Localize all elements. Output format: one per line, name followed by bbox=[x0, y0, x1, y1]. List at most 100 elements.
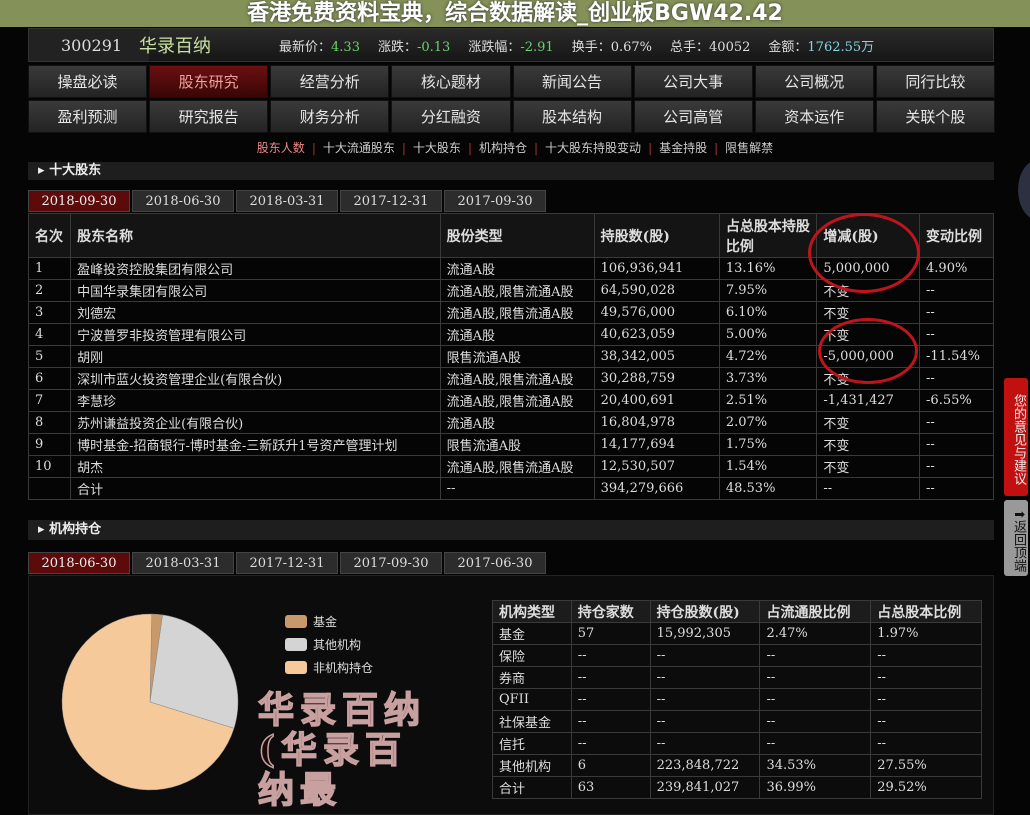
submenu-link[interactable]: 十大股东 bbox=[412, 141, 461, 155]
stock-name: 华录百纳 bbox=[139, 36, 211, 57]
table-cell: -- bbox=[816, 477, 921, 500]
separator: | bbox=[467, 141, 472, 155]
nav-button[interactable]: 公司概况 bbox=[754, 65, 874, 98]
nav-button[interactable]: 关联个股 bbox=[875, 100, 995, 133]
table-cell: 4.72% bbox=[718, 345, 818, 368]
separator: | bbox=[311, 141, 316, 155]
legend-label: 非机构持仓 bbox=[313, 661, 374, 675]
table-cell: 盈峰投资控股集团有限公司 bbox=[70, 257, 441, 280]
table-cell: -- bbox=[649, 688, 761, 711]
table-cell: 中国华录集团有限公司 bbox=[70, 279, 441, 302]
table-cell: 宁波普罗非投资管理有限公司 bbox=[70, 323, 441, 346]
table-cell: -- bbox=[870, 666, 982, 689]
nav-button[interactable]: 新闻公告 bbox=[512, 65, 632, 98]
feedback-button[interactable]: 您的意见与建议 bbox=[1004, 378, 1028, 496]
nav-button[interactable]: 操盘必读 bbox=[28, 65, 148, 98]
table-cell: -- bbox=[919, 477, 994, 500]
watermark: 华录百纳(华录百纳最 bbox=[257, 689, 427, 811]
table-cell: 其他机构 bbox=[492, 754, 572, 777]
table-row: 其他机构 6 223,848,722 34.53% 27.55% bbox=[492, 754, 982, 777]
table-cell: 不变 bbox=[816, 455, 921, 478]
nav-button[interactable]: 分红融资 bbox=[391, 100, 511, 133]
table-row: 9 博时基金-招商银行-博时基金-三新跃升1号资产管理计划 限售流通A股 14,177… bbox=[27, 433, 994, 456]
table-cell: 2 bbox=[27, 279, 72, 302]
submenu-link[interactable]: 十大流通股东 bbox=[322, 141, 395, 155]
back-to-top-button[interactable]: ⬆返回顶端 bbox=[1004, 500, 1028, 576]
column-header: 占总股本持股比例 bbox=[718, 213, 818, 258]
table-cell: 流通A股 bbox=[439, 411, 595, 434]
table-cell: 6 bbox=[570, 754, 651, 777]
nav-button[interactable]: 财务分析 bbox=[270, 100, 390, 133]
section-title: 十大股东 bbox=[49, 163, 102, 178]
table-cell: 29.52% bbox=[870, 776, 982, 799]
table-cell: 刘德宏 bbox=[70, 301, 441, 324]
table-row: 保险 -- -- -- -- bbox=[492, 644, 982, 667]
date-tab[interactable]: 2017-09-30 bbox=[444, 190, 546, 212]
quote-label: 涨跌： bbox=[377, 39, 417, 55]
submenu-link[interactable]: 机构持仓 bbox=[478, 141, 527, 155]
nav-button[interactable]: 股本结构 bbox=[512, 100, 632, 133]
quote-label: 总手： bbox=[670, 39, 710, 55]
table-cell: 5 bbox=[27, 345, 72, 368]
nav-button[interactable]: 经营分析 bbox=[270, 65, 390, 98]
table-cell: -- bbox=[759, 710, 872, 733]
table-row: 6 深圳市蓝火投资管理企业(有限合伙) 流通A股,限售流通A股 30,288,759 3… bbox=[27, 367, 994, 390]
table-cell: 106,936,941 bbox=[593, 257, 720, 280]
nav-button[interactable]: 资本运作 bbox=[754, 100, 874, 133]
table-row: 基金 57 15,992,305 2.47% 1.97% bbox=[492, 622, 982, 645]
table-row: 信托 -- -- -- -- bbox=[492, 732, 982, 755]
table-cell: -- bbox=[919, 411, 994, 434]
submenu-link[interactable]: 十大股东持股变动 bbox=[545, 141, 642, 155]
quote-item: 金额：1762.55万 bbox=[768, 36, 874, 55]
nav-button[interactable]: 同行比较 bbox=[875, 65, 995, 98]
section-inst-header[interactable]: ▸ 机构持仓 bbox=[28, 520, 994, 540]
nav-button[interactable]: 盈利预测 bbox=[28, 100, 148, 133]
table-cell: 流通A股,限售流通A股 bbox=[439, 301, 595, 324]
table-cell: -- bbox=[759, 666, 872, 689]
table-cell: -- bbox=[439, 477, 595, 500]
table-row: 社保基金 -- -- -- -- bbox=[492, 710, 982, 733]
legend-swatch bbox=[285, 638, 307, 651]
nav-button[interactable]: 核心题材 bbox=[391, 65, 511, 98]
table-cell: -11.54% bbox=[919, 345, 994, 368]
date-tab[interactable]: 2017-12-31 bbox=[236, 552, 338, 574]
back-to-top-label: 返回顶端 bbox=[1011, 519, 1026, 572]
submenu-link[interactable]: 限售解禁 bbox=[725, 141, 774, 155]
section-top10-header[interactable]: ▸ 十大股东 bbox=[28, 162, 994, 180]
date-tab[interactable]: 2018-03-31 bbox=[132, 552, 234, 574]
table-cell: 10 bbox=[27, 455, 72, 478]
floating-widget[interactable] bbox=[1018, 160, 1030, 220]
table-row: 7 李慧珍 流通A股,限售流通A股 20,400,691 2.51% -1,431,427… bbox=[27, 389, 994, 412]
date-tab[interactable]: 2018-03-31 bbox=[236, 190, 338, 212]
red-circle-annotation bbox=[818, 318, 918, 384]
nav-button[interactable]: 研究报告 bbox=[149, 100, 269, 133]
date-tab[interactable]: 2018-06-30 bbox=[28, 552, 130, 574]
table-cell: 流通A股,限售流通A股 bbox=[439, 367, 595, 390]
submenu-link[interactable]: 基金持股 bbox=[659, 141, 708, 155]
quote-value: 4.33 bbox=[331, 39, 360, 55]
overlay-banner: 香港免费资料宝典，综合数据解读_创业板BGW42.42 bbox=[0, 0, 1030, 27]
nav-button[interactable]: 公司大事 bbox=[633, 65, 753, 98]
table-cell: 6.10% bbox=[718, 301, 818, 324]
table-cell: 流通A股,限售流通A股 bbox=[439, 455, 595, 478]
table-cell: 基金 bbox=[492, 622, 572, 645]
date-tab[interactable]: 2017-09-30 bbox=[340, 552, 442, 574]
nav-button[interactable]: 股东研究 bbox=[149, 65, 269, 98]
separator: | bbox=[714, 141, 719, 155]
table-cell: 13.16% bbox=[718, 257, 818, 280]
date-tab[interactable]: 2018-09-30 bbox=[28, 190, 130, 212]
table-cell: 14,177,694 bbox=[593, 433, 720, 456]
quote-label: 换手： bbox=[571, 39, 611, 55]
table-cell: 4 bbox=[27, 323, 72, 346]
table-cell: -- bbox=[919, 367, 994, 390]
nav-button[interactable]: 公司高管 bbox=[633, 100, 753, 133]
date-tab[interactable]: 2017-06-30 bbox=[444, 552, 546, 574]
table-cell: 63 bbox=[570, 776, 651, 799]
column-header: 持股数(股) bbox=[593, 213, 720, 258]
table-cell: 12,530,507 bbox=[593, 455, 720, 478]
table-cell: 合计 bbox=[492, 776, 572, 799]
submenu-link[interactable]: 股东人数 bbox=[256, 141, 305, 155]
date-tab[interactable]: 2018-06-30 bbox=[132, 190, 234, 212]
date-tab[interactable]: 2017-12-31 bbox=[340, 190, 442, 212]
table-cell: 限售流通A股 bbox=[439, 345, 595, 368]
